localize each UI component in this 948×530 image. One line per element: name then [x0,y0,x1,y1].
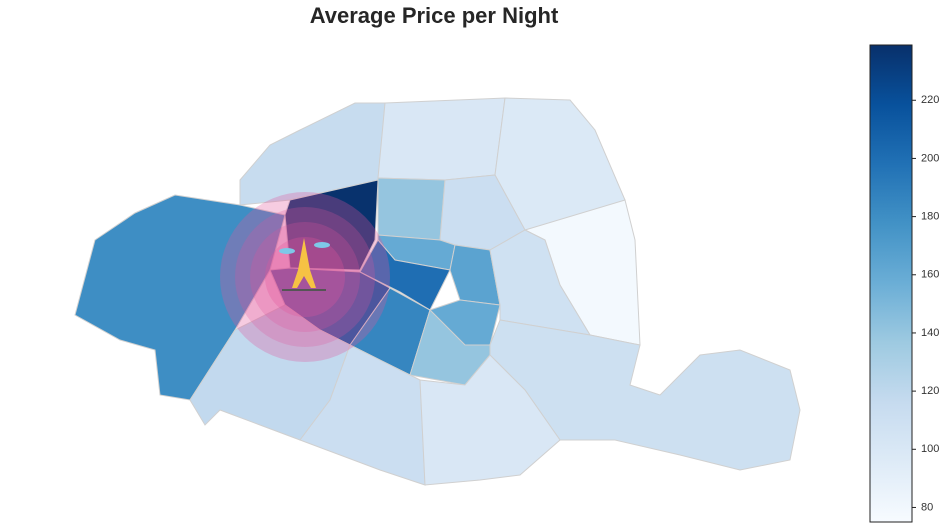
colorbar-scale [869,44,913,523]
colorbar-tick-label: 160 [921,269,939,281]
colorbar-tick-label: 120 [921,385,939,397]
region [299,344,426,486]
colorbar-tick-label: 200 [921,152,939,164]
region [377,177,446,241]
region [377,97,506,181]
region [419,354,561,486]
colorbar-tick-label: 140 [921,327,939,339]
colorbar-tick-label: 220 [921,94,939,106]
colorbar-tick-label: 180 [921,211,939,223]
colorbar-tick-label: 80 [921,501,933,513]
regions [74,97,801,486]
region [489,229,591,336]
colorbar: 80 100 120 140 160 180 200 220 [869,44,939,523]
colorbar-tick-label: 100 [921,443,939,455]
eiffel-marker [220,192,390,362]
chart-title: Average Price per Night [310,3,559,28]
